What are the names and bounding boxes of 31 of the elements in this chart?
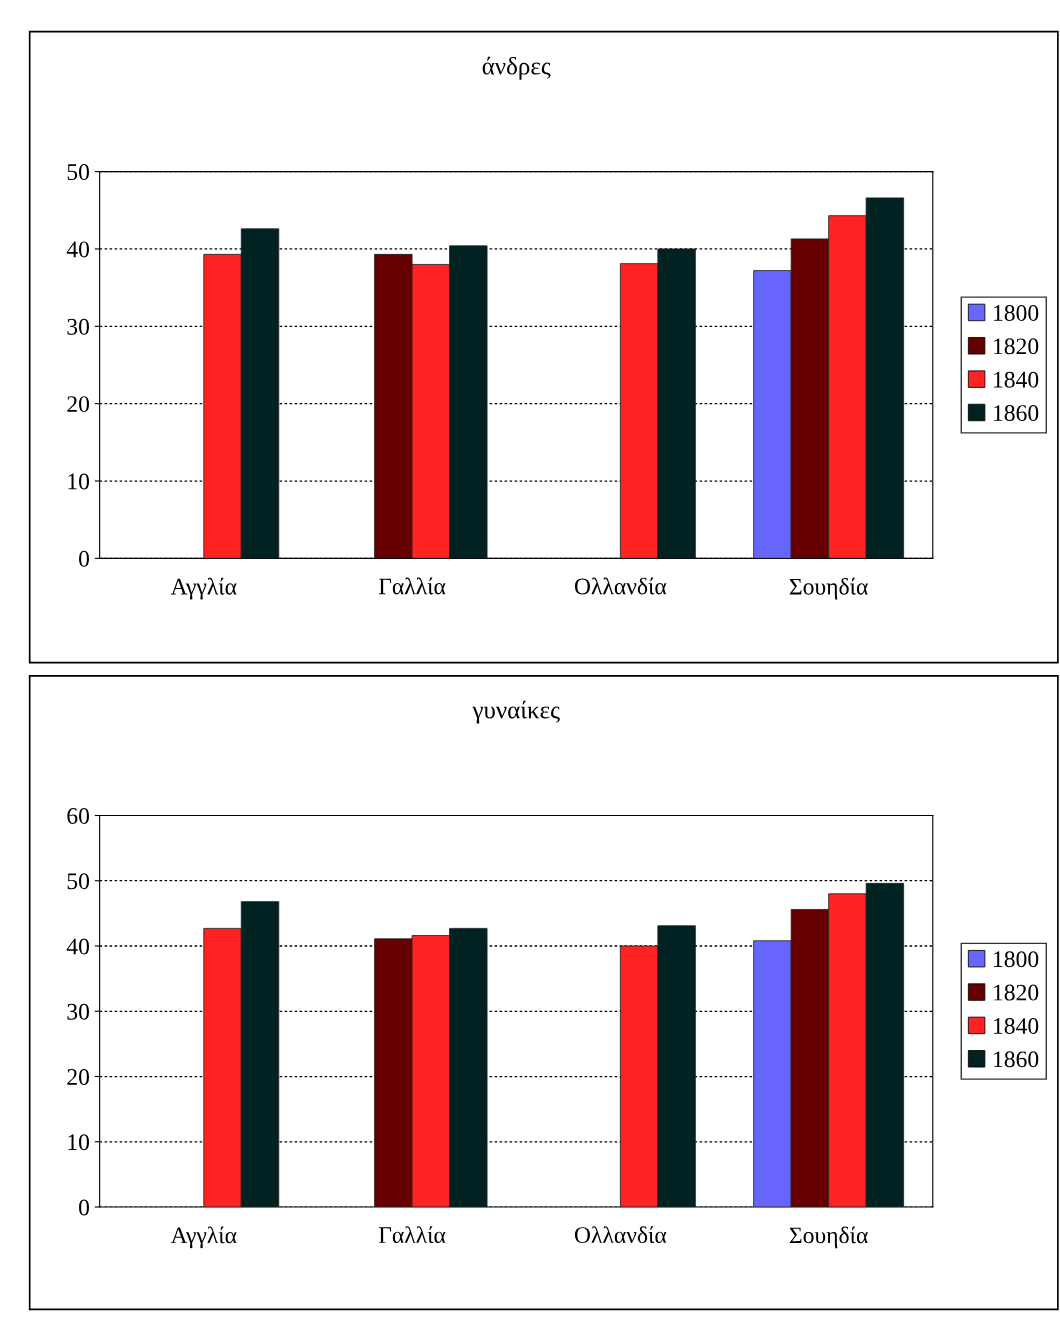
x-tick-label: Σουηδία: [789, 577, 868, 600]
legend-label: 1840: [994, 371, 1039, 388]
x-tick-label: Γαλλία: [378, 1226, 446, 1244]
y-tick-label: 10: [68, 1134, 90, 1151]
legend-label: 1820: [994, 984, 1039, 1001]
legend-label: 1860: [994, 1051, 1039, 1068]
x-tick-label: Αγγλία: [170, 1226, 237, 1249]
x-tick-label: Αγγλία: [170, 577, 237, 600]
y-tick-label: 30: [67, 1003, 90, 1020]
legend-label: 1840: [994, 1017, 1039, 1034]
y-tick-label: 0: [79, 1199, 90, 1216]
chart-title: γυναίκες: [472, 700, 560, 724]
y-tick-label: 20: [67, 1068, 90, 1085]
x-tick-label: Γαλλία: [378, 577, 446, 595]
x-tick-label: Ολλανδία: [574, 1226, 667, 1244]
y-tick-label: 20: [67, 396, 90, 413]
y-tick-label: 30: [67, 318, 90, 335]
y-tick-label: 60: [67, 807, 90, 824]
legend-label: 1800: [994, 951, 1039, 968]
y-tick-label: 10: [68, 473, 90, 490]
y-tick-label: 40: [66, 241, 90, 258]
legend-label: 1860: [994, 405, 1039, 421]
y-tick-label: 0: [79, 550, 90, 567]
chart-title: άνδρες: [482, 56, 551, 80]
x-tick-label: Ολλανδία: [574, 577, 667, 595]
x-tick-label: Σουηδία: [789, 1226, 868, 1249]
y-tick-label: 50: [67, 164, 90, 181]
y-tick-label: 40: [66, 938, 90, 955]
y-tick-label: 50: [67, 873, 90, 890]
legend-label: 1800: [994, 304, 1039, 321]
legend-label: 1820: [994, 338, 1039, 355]
